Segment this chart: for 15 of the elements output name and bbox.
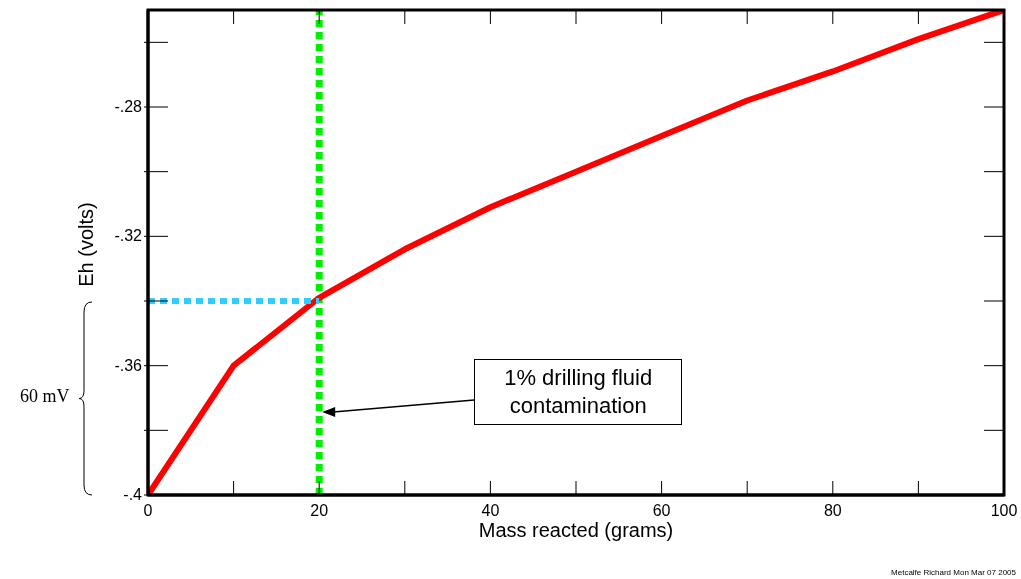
text: 60 mV bbox=[20, 386, 70, 407]
annotation: 1% drilling fluid contamination bbox=[474, 359, 683, 425]
y-tick-label: -.32 bbox=[114, 227, 143, 245]
x-tick-label: 20 bbox=[310, 502, 329, 520]
x-tick-label: 40 bbox=[481, 502, 500, 520]
text: Metcalfe Richard Mon Mar 07 2005 bbox=[891, 568, 1016, 577]
y-axis-title: Eh (volts) bbox=[75, 202, 98, 287]
y-tick-label: -.36 bbox=[114, 356, 143, 374]
x-tick-label: 0 bbox=[143, 502, 153, 520]
x-axis-title: Mass reacted (grams) bbox=[478, 519, 674, 541]
x-tick-label: 60 bbox=[652, 502, 671, 520]
y-tick-label: -.4 bbox=[123, 486, 143, 503]
x-tick-label: 80 bbox=[823, 502, 842, 520]
x-tick-label: 100 bbox=[990, 502, 1018, 520]
y-tick-label: -.28 bbox=[114, 98, 143, 115]
